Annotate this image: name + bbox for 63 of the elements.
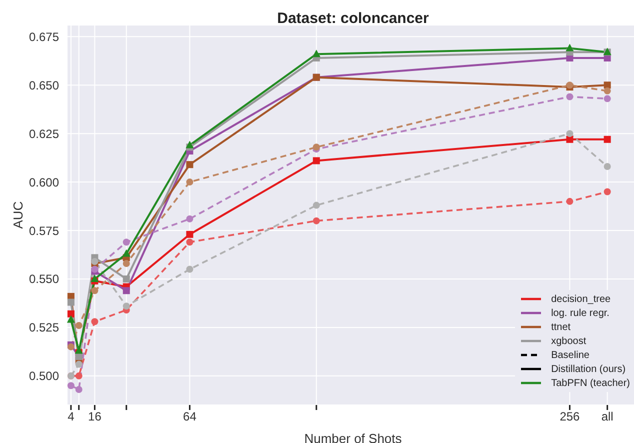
point	[312, 157, 320, 164]
point	[122, 249, 130, 257]
point	[604, 163, 611, 170]
point	[122, 260, 130, 267]
point	[566, 130, 574, 138]
point	[186, 140, 194, 148]
point	[604, 95, 611, 102]
y-tick-label: 0.500	[28, 369, 60, 384]
point	[74, 346, 83, 354]
y-tick-label: 0.625	[28, 126, 60, 141]
point	[186, 215, 194, 222]
x-axis-title: Number of Shots	[304, 431, 402, 443]
point	[122, 238, 130, 246]
point	[67, 315, 75, 323]
point	[186, 230, 194, 238]
y-tick-label: 0.600	[28, 175, 60, 190]
point	[75, 386, 82, 393]
point	[312, 202, 320, 209]
point	[67, 382, 74, 390]
legend-label: ttnet	[551, 322, 571, 332]
point	[186, 238, 194, 246]
chart-title: Dataset: coloncancer	[276, 10, 430, 27]
point	[566, 198, 574, 205]
legend-label: decision_tree	[551, 294, 611, 304]
x-tick-label: 256	[560, 410, 580, 424]
point	[604, 136, 611, 143]
y-axis-title: AUC	[10, 201, 26, 229]
point	[122, 302, 130, 310]
point	[186, 266, 194, 273]
y-tick-label: 0.675	[28, 30, 60, 44]
point	[566, 44, 574, 52]
point	[604, 87, 611, 94]
point	[91, 287, 98, 294]
x-tick-label: all	[601, 410, 614, 424]
legend-label: Distillation (ours)	[551, 364, 626, 374]
point	[566, 136, 574, 143]
point	[67, 298, 74, 306]
point	[186, 178, 194, 186]
legend-label: log. rule regr.	[551, 308, 610, 318]
point	[566, 93, 574, 100]
point	[122, 287, 130, 294]
y-tick-label: 0.550	[28, 272, 60, 286]
point	[604, 188, 611, 196]
legend-label: TabPFN (teacher)	[551, 378, 630, 388]
point	[75, 372, 82, 380]
legend-label: Baseline	[551, 350, 590, 360]
point	[604, 82, 611, 89]
point	[312, 217, 320, 224]
x-tick-label: 16	[88, 410, 102, 424]
point	[75, 322, 82, 330]
point	[75, 360, 82, 368]
legend-label: xgboost	[551, 336, 586, 346]
y-tick-label: 0.650	[28, 78, 60, 92]
point	[90, 274, 99, 282]
y-tick-label: 0.575	[28, 224, 60, 238]
point	[67, 310, 74, 318]
x-tick-label: 64	[183, 410, 197, 424]
point	[91, 318, 98, 326]
point	[186, 161, 194, 168]
y-tick-label: 0.525	[28, 320, 60, 335]
point	[122, 275, 130, 282]
point	[312, 50, 320, 58]
x-tick-label: 4	[68, 410, 75, 424]
